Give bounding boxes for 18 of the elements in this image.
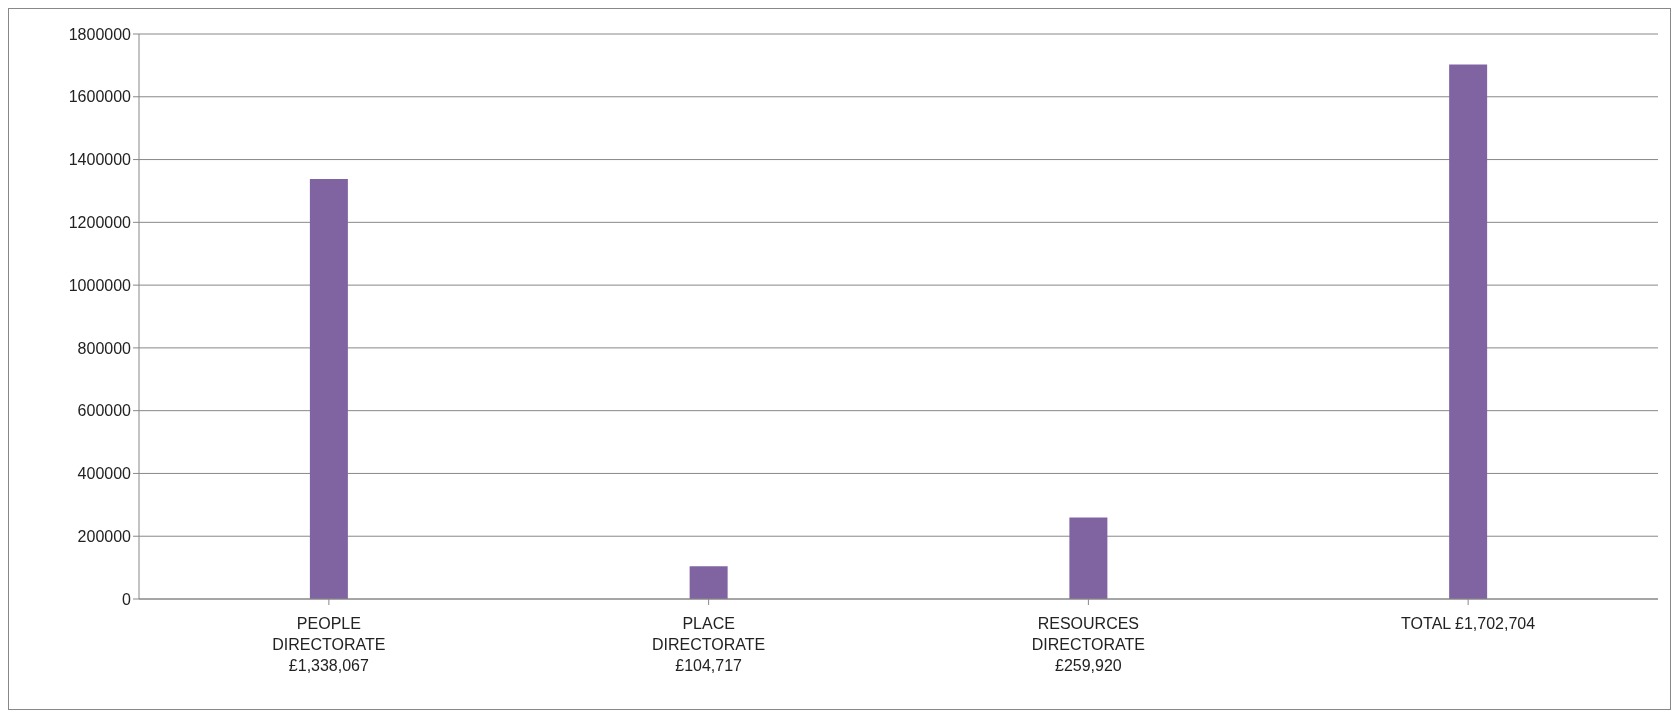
x-tick-label: PEOPLE DIRECTORATE £1,338,067 xyxy=(272,615,386,674)
y-tick-label: 1800000 xyxy=(68,25,132,43)
x-tick-label: TOTAL £1,702,704 xyxy=(1401,615,1536,633)
bar xyxy=(309,179,348,599)
y-tick-label: 1600000 xyxy=(68,88,132,106)
y-tick-label: 0 xyxy=(122,590,132,608)
bar xyxy=(1069,517,1108,599)
y-tick-label: 800000 xyxy=(77,339,132,357)
y-tick-label: 600000 xyxy=(77,402,132,420)
bar xyxy=(1449,64,1488,599)
y-tick-label: 1200000 xyxy=(68,214,132,232)
y-tick-label: 1400000 xyxy=(68,151,132,169)
y-tick-label: 1000000 xyxy=(68,276,132,294)
y-tick-label: 200000 xyxy=(77,527,132,545)
x-tick-label: RESOURCES DIRECTORATE £259,920 xyxy=(1031,615,1145,674)
bar xyxy=(689,566,728,599)
x-tick-label: PLACE DIRECTORATE £104,717 xyxy=(652,615,766,674)
y-tick-label: 400000 xyxy=(77,465,132,483)
